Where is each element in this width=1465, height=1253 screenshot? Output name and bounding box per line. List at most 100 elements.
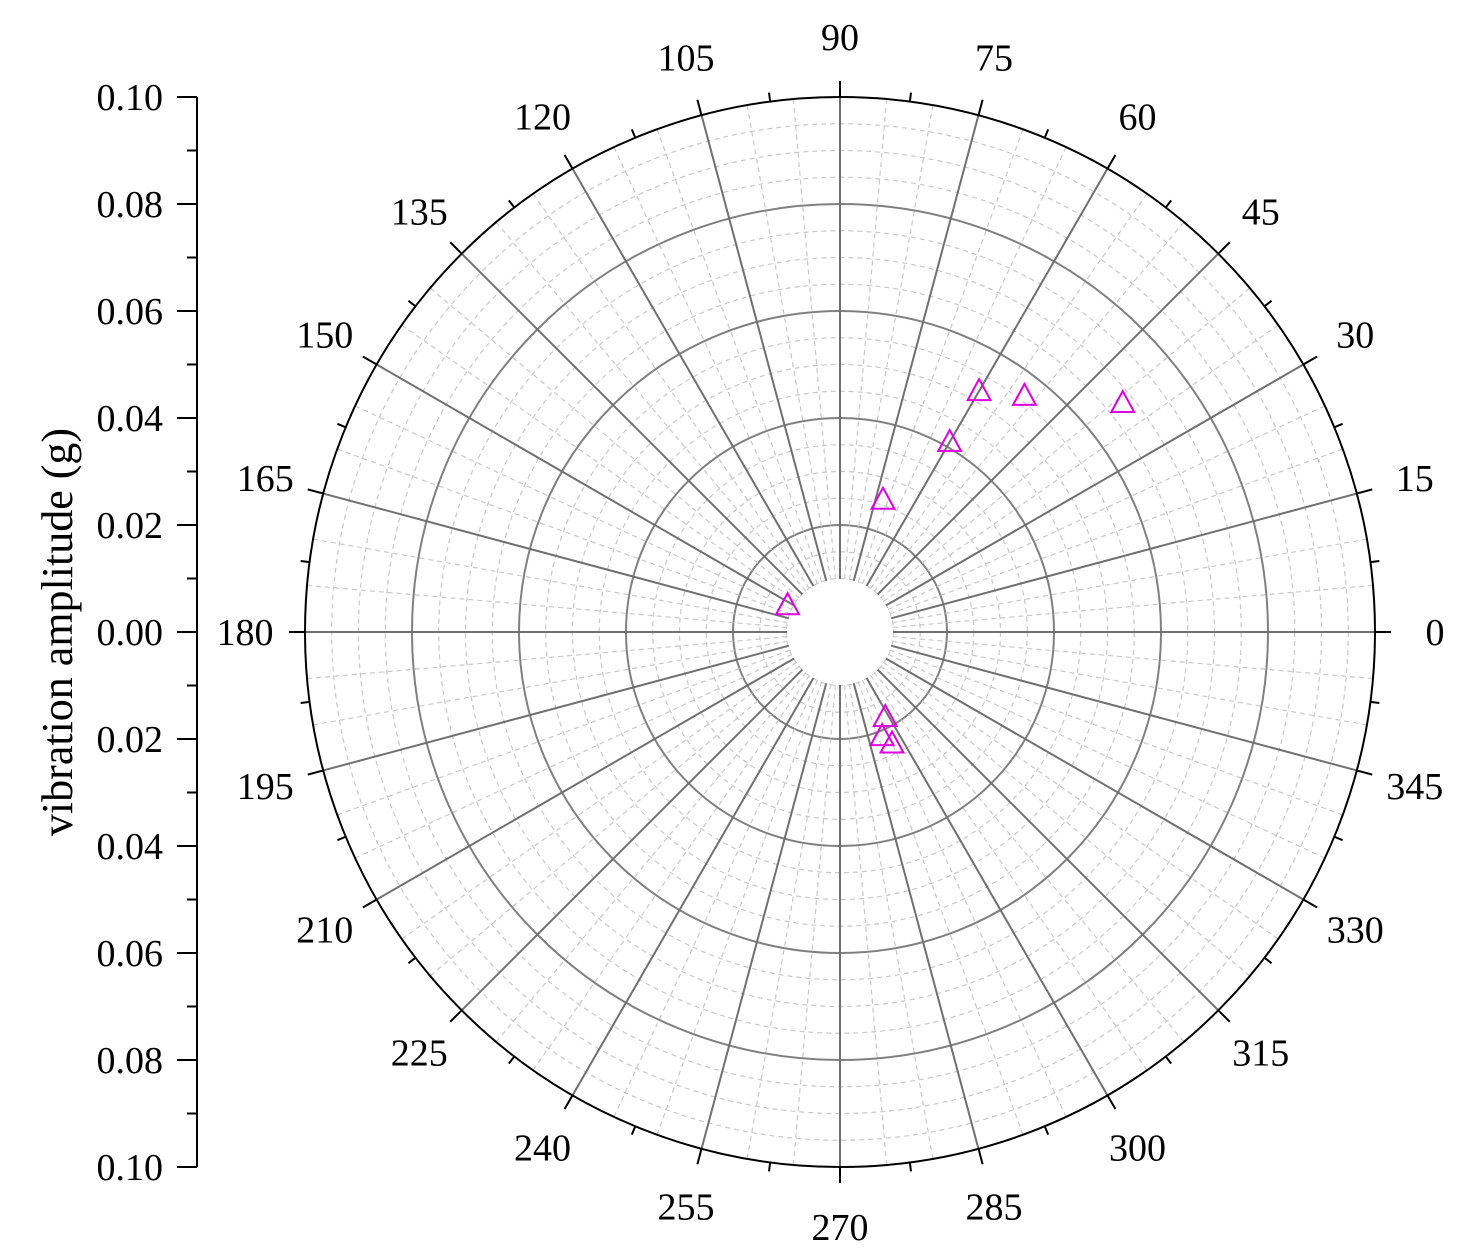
- angular-tick: [1263, 956, 1273, 964]
- major-spoke: [322, 492, 790, 620]
- data-point-triangle: [774, 591, 801, 616]
- data-points: [774, 376, 1136, 754]
- major-spoke: [885, 363, 1304, 607]
- angular-tick: [1164, 199, 1172, 209]
- angle-label-75: 75: [975, 37, 1013, 79]
- angular-tick: [696, 1148, 703, 1165]
- angle-label-45: 45: [1242, 191, 1280, 233]
- major-spoke: [376, 363, 795, 607]
- minor-spoke: [656, 681, 823, 1135]
- major-spoke: [460, 668, 804, 1012]
- angular-tick: [449, 1009, 463, 1023]
- angular-tick: [768, 92, 772, 102]
- major-spoke: [700, 682, 828, 1150]
- radial-tick-label: 0.06: [97, 291, 164, 333]
- angle-label-90: 90: [821, 17, 859, 59]
- data-point-triangle: [872, 702, 899, 728]
- minor-spoke: [880, 665, 1251, 977]
- angle-label-150: 150: [296, 315, 353, 357]
- minor-spoke: [883, 661, 1279, 940]
- angle-label-120: 120: [514, 97, 571, 139]
- angle-label-315: 315: [1232, 1033, 1289, 1075]
- major-spoke: [865, 677, 1109, 1096]
- minor-spoke: [844, 98, 888, 580]
- minor-spoke: [892, 640, 1367, 726]
- radial-tick-label: 0.00: [97, 612, 164, 654]
- angular-tick: [630, 129, 637, 139]
- angular-tick: [1333, 422, 1343, 429]
- center-hole: [787, 579, 893, 685]
- angular-tick: [300, 560, 310, 564]
- radial-tick-label: 0.02: [97, 505, 164, 547]
- angular-tick: [908, 1162, 912, 1172]
- major-spoke: [890, 492, 1358, 620]
- radial-axis: 0.10 0.08 0.06 0.04 0.02 0.00 0.02 0.04 0.06 0.08…: [97, 77, 198, 1189]
- angular-tick: [1106, 154, 1117, 170]
- angular-tick: [1302, 898, 1318, 909]
- data-point-triangle: [1109, 388, 1136, 414]
- angle-label-285: 285: [965, 1187, 1022, 1229]
- angular-ticks: [289, 81, 1391, 1183]
- major-spoke: [700, 114, 828, 582]
- radial-tick-label: 0.06: [97, 933, 164, 975]
- angle-label-180: 180: [217, 612, 274, 654]
- angular-tick: [630, 1125, 637, 1135]
- data-point-triangle: [1011, 381, 1038, 406]
- major-spoke: [322, 644, 790, 772]
- angular-tick: [563, 1094, 574, 1110]
- angular-tick: [337, 835, 347, 842]
- angular-tick: [1217, 1009, 1231, 1023]
- radial-tick-label: 0.04: [97, 398, 164, 440]
- major-spoke: [885, 657, 1304, 901]
- minor-spoke: [869, 193, 1148, 589]
- minor-spoke: [889, 448, 1343, 615]
- angle-label-240: 240: [514, 1127, 571, 1169]
- minor-spoke: [401, 324, 797, 603]
- angular-tick: [300, 700, 310, 704]
- major-spoke: [890, 644, 1358, 772]
- major-spoke: [376, 657, 795, 901]
- angle-label-60: 60: [1119, 97, 1157, 139]
- minor-spoke: [313, 640, 788, 726]
- minor-spoke: [401, 661, 797, 940]
- major-spoke: [876, 668, 1220, 1012]
- data-point-triangle: [878, 729, 906, 754]
- angular-tick: [362, 355, 378, 366]
- minor-spoke: [306, 636, 788, 680]
- angular-tick: [1302, 355, 1318, 366]
- major-spoke: [865, 168, 1109, 587]
- angle-label-300: 300: [1109, 1127, 1166, 1169]
- data-point-triangle: [869, 722, 896, 747]
- angular-tick: [307, 488, 324, 495]
- angular-tick: [337, 422, 347, 429]
- angular-tick: [1106, 1094, 1117, 1110]
- angular-tick: [1043, 129, 1050, 139]
- angle-label-225: 225: [391, 1033, 448, 1075]
- major-spoke: [460, 252, 804, 596]
- angle-label-255: 255: [658, 1187, 715, 1229]
- angular-tick: [1370, 700, 1380, 704]
- angular-tick: [696, 99, 703, 116]
- angular-tick: [563, 154, 574, 170]
- data-point-triangle: [966, 376, 993, 402]
- angular-tick: [1217, 241, 1231, 255]
- angle-label-345: 345: [1386, 766, 1443, 808]
- angular-tick: [768, 1162, 772, 1172]
- radial-tick-label: 0.10: [97, 1147, 164, 1189]
- angular-tick: [1164, 1055, 1172, 1065]
- angle-label-165: 165: [237, 458, 294, 500]
- minor-spoke: [873, 221, 1185, 592]
- angular-tick: [362, 898, 378, 909]
- data-point-triangle: [936, 427, 963, 453]
- radial-tick-label: 0.08: [97, 1040, 164, 1082]
- angular-tick: [908, 92, 912, 102]
- radial-tick-label: 0.04: [97, 826, 164, 868]
- angular-tick-labels: 0 15 30 45 60 75 90 105 120 135 150 165 180 195 210 225…: [217, 17, 1445, 1249]
- angular-tick: [1263, 300, 1273, 308]
- major-spoke: [876, 252, 1220, 596]
- angular-tick: [1370, 560, 1380, 564]
- angular-tick: [1356, 769, 1373, 776]
- major-spoke: [571, 168, 815, 587]
- data-point-triangle: [869, 485, 897, 510]
